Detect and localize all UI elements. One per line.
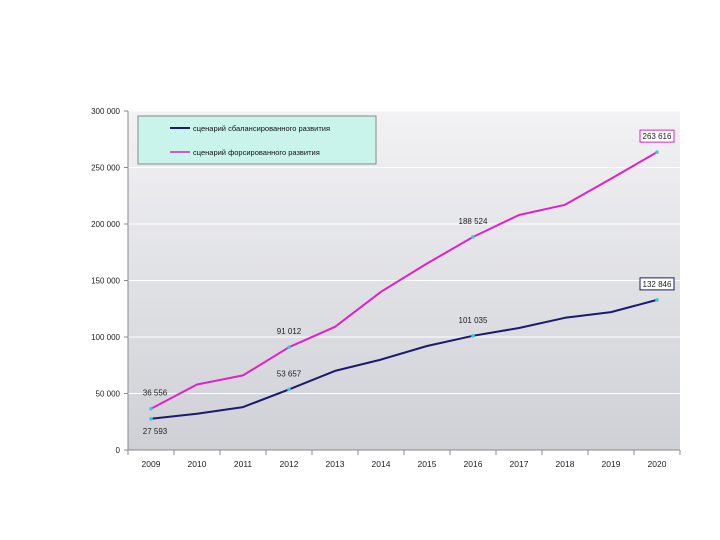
- x-tick-label-2019: 2019: [602, 459, 621, 469]
- data-label-6: 188 524: [459, 217, 488, 226]
- data-point-0: [149, 417, 153, 421]
- y-tick-label-1: 50 000: [96, 390, 121, 399]
- y-tick-label-3: 150 000: [91, 277, 120, 286]
- data-label-5: 91 012: [277, 327, 302, 336]
- line-balanced: [150, 298, 658, 420]
- x-tick-label-2011: 2011: [234, 459, 253, 469]
- data-point-4: [149, 406, 153, 411]
- x-tick-label-2013: 2013: [326, 459, 345, 469]
- data-label-2: 101 035: [459, 316, 488, 325]
- x-tick-label-2017: 2017: [510, 459, 529, 469]
- data-label-1: 53 657: [277, 369, 302, 378]
- x-tick-label-2009: 2009: [142, 459, 161, 469]
- data-label-3: 132 846: [643, 280, 672, 289]
- x-tick-label-2018: 2018: [556, 459, 575, 469]
- x-tick-label-2012: 2012: [280, 459, 299, 469]
- data-point-5: [287, 345, 291, 349]
- series-lines: [150, 151, 658, 420]
- data-point-3: [655, 298, 659, 302]
- axes: 0 50 000 100 000 150 000 200 000 250 000 300 0…: [91, 107, 681, 469]
- data-label-box-3: [639, 277, 675, 291]
- x-tick-label-2016: 2016: [464, 459, 483, 469]
- legend-label-forced: сценарий форсированного развития: [193, 148, 320, 157]
- y-tick-label-6: 300 000: [91, 107, 120, 116]
- line-forced: [150, 151, 658, 410]
- data-point-6: [471, 235, 475, 239]
- data-point-1: [287, 387, 291, 392]
- data-label-7: 263 616: [643, 132, 672, 141]
- y-tick-label-0: 0: [116, 446, 121, 455]
- data-label-4: 36 556: [143, 389, 168, 398]
- x-tick-label-2015: 2015: [418, 459, 437, 469]
- gridlines: [128, 110, 680, 394]
- x-tick-label-2020: 2020: [648, 459, 667, 469]
- x-tick-label-2010: 2010: [188, 459, 207, 469]
- legend-box: [137, 115, 377, 165]
- y-tick-label-5: 250 000: [91, 164, 120, 173]
- x-tick-label-2014: 2014: [372, 459, 391, 469]
- data-label-box-7: [639, 129, 675, 143]
- data-labels: 27 593 53 657 101 035 132 846 36 556 91 012 18…: [143, 129, 675, 436]
- data-point-7: [655, 150, 659, 154]
- y-tick-label-4: 200 000: [91, 220, 120, 229]
- y-tick-label-2: 100 000: [91, 333, 120, 342]
- data-point-2: [471, 334, 475, 338]
- legend: сценарий сбалансированного развития сцен…: [137, 115, 377, 165]
- legend-label-balanced: сценарий сбалансированного развития: [193, 124, 330, 133]
- data-label-0: 27 593: [143, 427, 168, 436]
